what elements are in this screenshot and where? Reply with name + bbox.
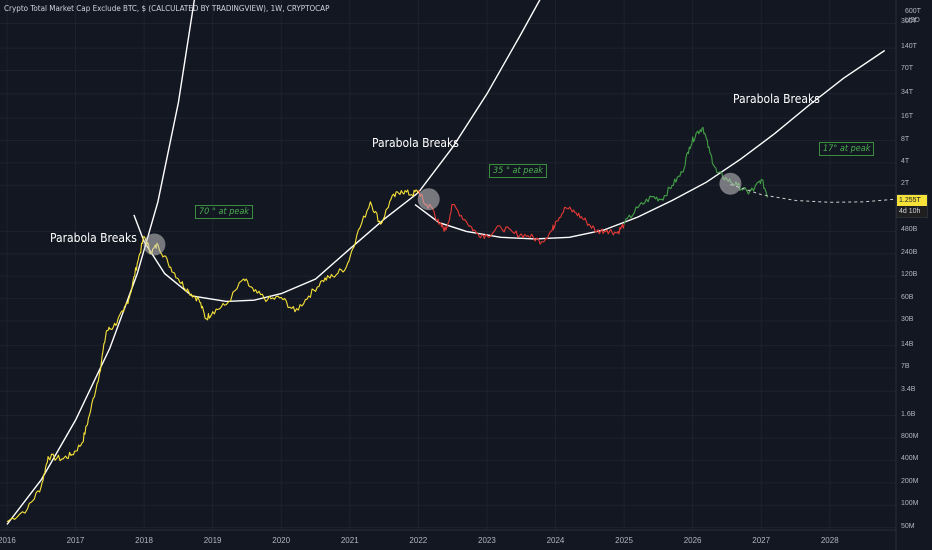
x-tick-label: 2025	[615, 536, 633, 545]
x-tick-label: 2027	[752, 536, 771, 545]
break-marker-1	[143, 233, 166, 256]
price-axis-header: 600T USD	[905, 7, 921, 25]
y-tick-label: 30B	[901, 315, 914, 323]
y-tick-label: 400M	[901, 455, 919, 463]
annotation-parabola-breaks-1[interactable]: Parabola Breaks	[50, 231, 137, 245]
y-tick-label: 60B	[901, 293, 914, 301]
grid-lines	[0, 0, 896, 530]
annotation-parabola-breaks-3[interactable]: Parabola Breaks	[733, 92, 820, 106]
y-tick-label: 120B	[901, 271, 918, 279]
peak-angle-label-1[interactable]: 70 ° at peak	[195, 205, 253, 219]
bar-countdown: 4d 10h	[899, 208, 921, 215]
y-tick-label: 300T	[901, 18, 917, 26]
y-tick-label: 70T	[901, 65, 914, 73]
x-tick-label: 2024	[546, 536, 565, 545]
y-tick-label: 240B	[901, 248, 918, 256]
price-series	[6, 126, 769, 523]
x-tick-label: 2020	[272, 536, 291, 545]
y-tick-label: 100M	[901, 500, 919, 508]
price-series-line-1	[6, 189, 419, 523]
price-series-line-2	[417, 190, 625, 245]
x-tick-label: 2022	[409, 536, 428, 545]
y-tick-label: 16T	[901, 113, 914, 121]
x-tick-label: 2021	[340, 536, 359, 545]
y-tick-label: 14B	[901, 340, 914, 348]
projection-line	[730, 184, 896, 203]
break-marker-3	[719, 172, 742, 195]
y-tick-label: 4T	[901, 157, 910, 165]
projection-dashed-line	[730, 184, 896, 203]
x-tick-label: 2016	[0, 536, 16, 545]
last-price-value: 1.255T	[897, 195, 927, 206]
y-tick-label: 200M	[901, 477, 919, 485]
y-tick-label: 2T	[901, 180, 910, 188]
chart-title: Crypto Total Market Cap Exclude BTC, $ (…	[4, 4, 330, 13]
y-tick-label: 480B	[901, 226, 918, 234]
top-tick-label: 600T	[905, 8, 921, 15]
y-tick-label: 50M	[901, 522, 915, 530]
break-markers	[143, 172, 742, 256]
y-tick-label: 34T	[901, 88, 914, 96]
x-tick-label: 2023	[478, 536, 496, 545]
parabola-curves	[6, 0, 886, 525]
parabola-curve-2	[133, 0, 541, 303]
y-tick-label: 140T	[901, 43, 917, 51]
x-tick-label: 2017	[66, 536, 85, 545]
peak-angle-label-2[interactable]: 35 ° at peak	[489, 164, 547, 178]
y-tick-label: 8T	[901, 135, 910, 143]
y-tick-label: 7B	[901, 362, 910, 370]
currency-label: USD	[905, 17, 920, 24]
y-tick-label: 3.4B	[901, 386, 916, 394]
y-tick-label: 800M	[901, 433, 919, 441]
price-series-line-3	[623, 126, 769, 225]
peak-angle-label-3[interactable]: 17° at peak	[819, 142, 875, 156]
x-tick-label: 2019	[203, 536, 222, 545]
x-tick-label: 2026	[683, 536, 702, 545]
parabola-curve-3	[414, 49, 886, 240]
annotation-parabola-breaks-2[interactable]: Parabola Breaks	[372, 136, 459, 150]
x-tick-label: 2028	[820, 536, 839, 545]
x-tick-label: 2018	[135, 536, 153, 545]
last-price-tag: 1.255T 4d 10h	[896, 194, 928, 218]
y-tick-label: 1.6B	[901, 410, 916, 418]
break-marker-2	[417, 188, 440, 211]
